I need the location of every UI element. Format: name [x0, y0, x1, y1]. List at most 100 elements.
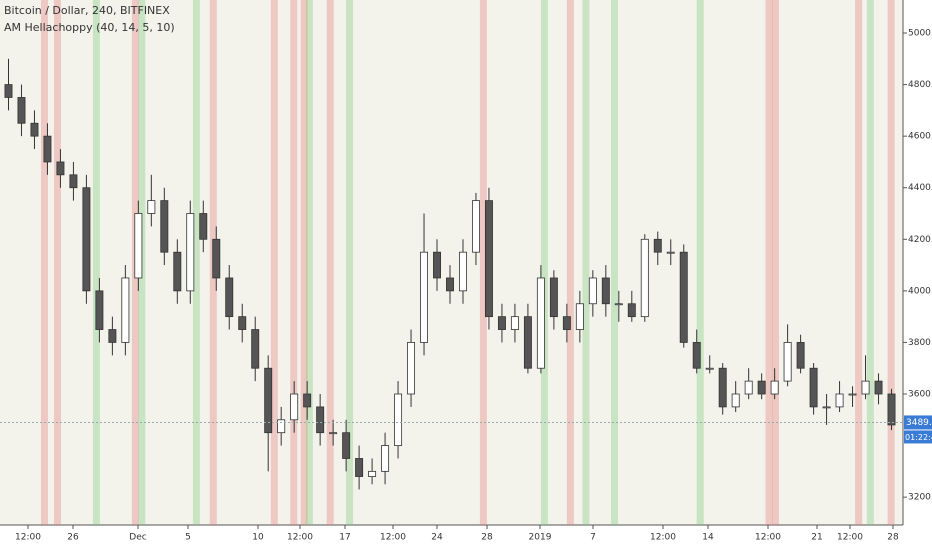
signal-band [887, 0, 895, 525]
candle-body [446, 277, 454, 292]
x-tick-label: 28 [481, 533, 493, 543]
candle-body [251, 329, 260, 369]
candle-body [809, 367, 818, 408]
candle-body [342, 432, 351, 459]
candle-body [355, 458, 364, 477]
candle-body [523, 316, 532, 369]
price-axis-bg [903, 0, 932, 550]
candle-body [134, 213, 143, 279]
y-tick-label: 3200.0 [908, 493, 932, 503]
signal-band [346, 0, 354, 525]
y-tick-label: 4000.0 [908, 286, 932, 296]
y-tick-label: 3600.0 [908, 390, 932, 400]
signal-band [772, 0, 780, 525]
x-tick-label: 12:00 [287, 533, 313, 543]
x-tick-label: 2019 [529, 533, 552, 543]
x-tick-label: 21 [811, 533, 822, 543]
signal-band [92, 0, 100, 525]
y-tick-label: 4600.0 [908, 132, 932, 142]
last-price-label: 3489.7 [906, 418, 932, 428]
candle-body [510, 316, 519, 330]
candle-body [95, 290, 104, 330]
candle-body [783, 342, 792, 382]
candle-body [420, 251, 429, 343]
signal-band [582, 0, 590, 525]
y-tick-label: 5000.0 [908, 29, 932, 39]
candle-body [303, 393, 312, 408]
candle-body [874, 380, 883, 395]
last-price-box [904, 415, 932, 430]
signal-band [855, 0, 863, 525]
candle-body [744, 380, 753, 395]
candle-body [718, 367, 727, 408]
candle-body [653, 238, 662, 253]
y-tick-label: 3800.0 [908, 338, 932, 348]
y-tick-label: 4800.0 [908, 80, 932, 90]
plot-bg [0, 0, 903, 525]
y-tick-label: 4400.0 [908, 183, 932, 193]
candle-body [4, 84, 13, 98]
x-tick-label: 5 [185, 533, 191, 543]
x-tick-label: 26 [67, 533, 79, 543]
candle-body [627, 303, 636, 318]
candle-body [822, 406, 831, 409]
candle-body [757, 380, 766, 395]
candle-body [459, 251, 467, 292]
candle-body [666, 251, 675, 254]
candle-body [770, 380, 779, 395]
x-tick-label: 14 [702, 533, 714, 543]
signal-band [40, 0, 48, 525]
countdown-label: 01:22:41 [905, 433, 932, 442]
signal-band [540, 0, 548, 525]
candle-body [173, 251, 182, 292]
candle-body [277, 419, 286, 434]
candle-body [69, 174, 78, 189]
x-tick-label: 12:00 [15, 533, 41, 543]
indicator-name: AM Hellachoppy (40, 14, 5, 10) [4, 21, 175, 34]
candle-body [43, 135, 52, 163]
x-tick-label: 10 [252, 533, 264, 543]
candle-body [484, 200, 493, 318]
candle-body [225, 277, 234, 318]
candle-body [30, 122, 39, 137]
candle-body [394, 393, 403, 446]
signal-band [479, 0, 487, 525]
candle-body [861, 380, 870, 395]
signal-band [326, 0, 334, 525]
signal-band [192, 0, 200, 525]
x-tick-label: 17 [339, 533, 350, 543]
candle-body [108, 329, 117, 343]
signal-band [270, 0, 278, 525]
candle-body [368, 470, 377, 477]
signal-band [53, 0, 61, 525]
candle-body [835, 393, 844, 408]
candle-body [147, 200, 156, 214]
signal-band [290, 0, 298, 525]
x-tick-label: 12:00 [837, 533, 863, 543]
x-tick-label: 28 [887, 533, 899, 543]
candle-body [562, 316, 571, 330]
countdown-box [904, 430, 932, 444]
x-tick-label: 12:00 [380, 533, 406, 543]
chart-title: Bitcoin / Dollar, 240, BITFINEX [4, 4, 170, 17]
candle-body [731, 393, 740, 408]
candle-body [290, 393, 299, 421]
y-tick-label: 4200.0 [908, 235, 932, 245]
candle-body [433, 251, 441, 279]
candle-body [679, 251, 688, 343]
candle-body [601, 277, 610, 305]
signal-band [566, 0, 574, 525]
x-tick-label: 24 [431, 533, 443, 543]
x-tick-label: Dec [129, 533, 146, 543]
candle-body [471, 200, 480, 253]
candle-body [848, 393, 857, 396]
candle-body [549, 277, 558, 318]
signal-band [611, 0, 619, 525]
candle-body [56, 161, 65, 176]
x-tick-label: 7 [590, 533, 596, 543]
signal-band [765, 0, 773, 525]
candle-body [497, 316, 506, 330]
signal-band [300, 0, 308, 525]
x-tick-label: 12:00 [650, 533, 676, 543]
